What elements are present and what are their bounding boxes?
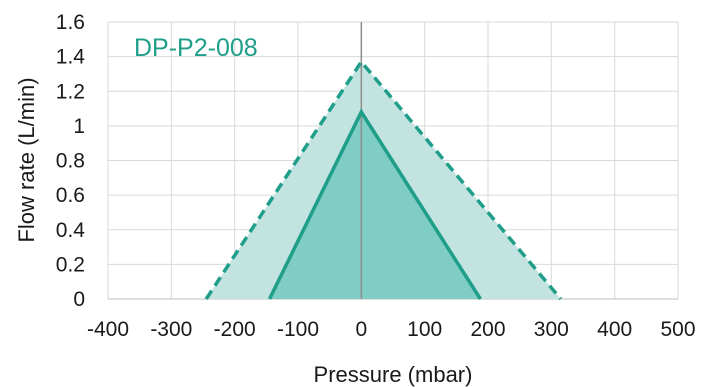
y-tick-label: 0 — [73, 288, 85, 311]
y-tick-label: 1 — [73, 115, 85, 138]
y-tick-label: 0.2 — [56, 253, 85, 276]
x-tick-label: -300 — [150, 318, 192, 341]
x-tick-label: 400 — [597, 318, 632, 341]
x-tick-label: -100 — [277, 318, 319, 341]
y-axis-label: Flow rate (L/min) — [14, 77, 39, 242]
x-tick-label: -400 — [87, 318, 129, 341]
x-tick-label: 100 — [407, 318, 442, 341]
y-tick-label: 1.6 — [56, 11, 85, 34]
tick-labels: -400 -300 -200 -100 0 100 200 300 400 500 0 0.2 0.4 0… — [56, 11, 696, 341]
y-tick-label: 0.4 — [56, 219, 86, 242]
area-fills — [206, 61, 561, 299]
y-tick-label: 0.6 — [56, 184, 85, 207]
y-tick-label: 1.2 — [56, 80, 85, 103]
series-lines — [204, 58, 563, 301]
x-tick-label: 500 — [660, 318, 695, 341]
x-tick-label: 200 — [470, 318, 505, 341]
chart-annotation: DP-P2-008 — [134, 34, 258, 62]
x-tick-label: -200 — [214, 318, 256, 341]
x-tick-label: 300 — [534, 318, 569, 341]
y-tick-label: 0.8 — [56, 150, 85, 173]
inner-area-fill — [269, 112, 481, 299]
y-tick-label: 1.4 — [56, 46, 86, 69]
x-tick-label: 0 — [355, 318, 367, 341]
x-axis-label: Pressure (mbar) — [314, 362, 473, 387]
solid-series-line — [267, 108, 482, 300]
